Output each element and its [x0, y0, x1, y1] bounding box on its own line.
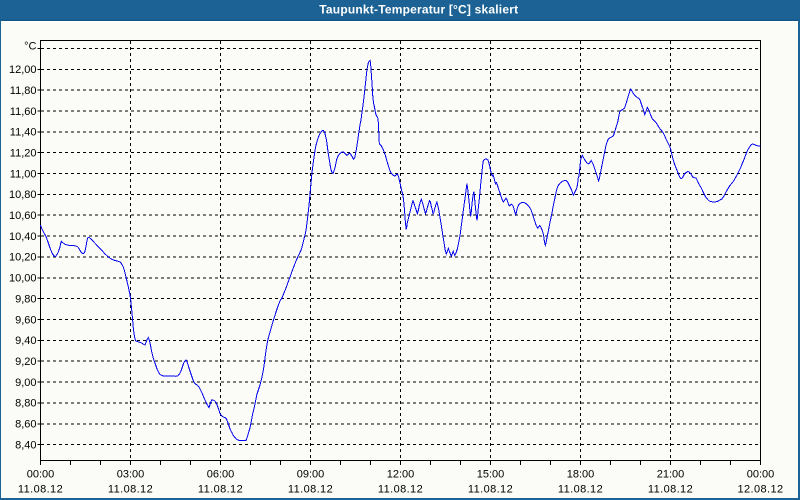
svg-text:09:00: 09:00	[297, 469, 325, 481]
svg-text:11,40: 11,40	[10, 127, 37, 139]
svg-text:9,80: 9,80	[15, 294, 36, 306]
svg-text:9,20: 9,20	[15, 356, 36, 368]
svg-text:9,00: 9,00	[15, 377, 36, 389]
svg-text:10,60: 10,60	[9, 210, 37, 222]
svg-text:10,20: 10,20	[9, 252, 37, 264]
svg-text:00:00: 00:00	[747, 469, 775, 481]
svg-text:11.08.12: 11.08.12	[18, 484, 63, 496]
svg-text:10,00: 10,00	[9, 273, 37, 285]
svg-text:12,00: 12,00	[9, 64, 37, 76]
svg-text:11.08.12: 11.08.12	[198, 484, 243, 496]
svg-text:06:00: 06:00	[207, 469, 235, 481]
svg-text:11.08.12: 11.08.12	[648, 484, 693, 496]
svg-text:9,40: 9,40	[15, 335, 36, 347]
svg-text:°C: °C	[24, 41, 36, 53]
svg-text:9,60: 9,60	[15, 314, 36, 326]
svg-text:8,60: 8,60	[15, 419, 36, 431]
svg-text:11.08.12: 11.08.12	[558, 484, 603, 496]
svg-text:12.08.12: 12.08.12	[737, 484, 783, 496]
svg-text:11,60: 11,60	[10, 106, 37, 118]
svg-text:11,20: 11,20	[10, 148, 37, 160]
svg-text:11.08.12: 11.08.12	[468, 484, 513, 496]
svg-text:10,80: 10,80	[9, 189, 37, 201]
svg-text:8,80: 8,80	[15, 398, 36, 410]
svg-text:03:00: 03:00	[117, 469, 145, 481]
svg-text:11.08.12: 11.08.12	[108, 484, 153, 496]
svg-text:8,40: 8,40	[15, 439, 36, 451]
svg-text:11,00: 11,00	[10, 168, 37, 180]
svg-text:10,40: 10,40	[9, 231, 37, 243]
svg-text:12:00: 12:00	[387, 469, 415, 481]
svg-text:11.08.12: 11.08.12	[288, 484, 333, 496]
svg-text:Taupunkt-Temperatur [°C] skali: Taupunkt-Temperatur [°C] skaliert	[319, 3, 518, 17]
svg-text:11,80: 11,80	[10, 85, 37, 97]
svg-text:11.08.12: 11.08.12	[378, 484, 423, 496]
svg-text:18:00: 18:00	[567, 469, 595, 481]
svg-text:00:00: 00:00	[27, 469, 55, 481]
svg-text:15:00: 15:00	[477, 469, 505, 481]
svg-text:21:00: 21:00	[657, 469, 685, 481]
